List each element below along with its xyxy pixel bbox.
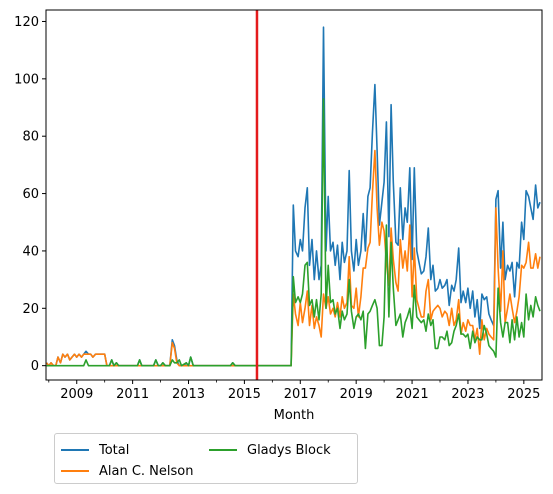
series-line-gladys-block [46,98,541,367]
x-tick-label: 2017 [284,387,317,402]
x-tick-label: 2019 [340,387,373,402]
y-axis-ticks: 0 20 40 60 80 100 120 [14,15,46,374]
y-tick-label: 100 [14,72,39,87]
x-tick-label: 2011 [116,387,149,402]
x-axis-ticks: 2009 2011 2013 2015 2017 2019 2021 2023 2025 [48,380,540,402]
y-tick-label: 0 [31,359,39,374]
legend-item-gladys-block: Gladys Block [209,441,331,459]
legend-label-total: Total [99,442,130,458]
x-tick-label: 2023 [451,387,484,402]
x-tick-label: 2013 [172,387,205,402]
legend-swatch-gladys-block [209,449,237,451]
legend-swatch-alan-c-nelson [61,470,89,472]
y-tick-label: 80 [22,130,39,145]
legend-swatch-total [61,449,89,451]
plot-frame [45,9,543,381]
legend-item-alan-c-nelson: Alan C. Nelson [61,462,194,480]
legend: Total Alan C. Nelson Gladys Block [54,433,358,484]
x-axis-label: Month [274,408,315,423]
legend-label-gladys-block: Gladys Block [247,442,331,458]
y-tick-label: 60 [22,187,39,202]
x-tick-label: 2009 [60,387,93,402]
legend-label-alan-c-nelson: Alan C. Nelson [99,463,194,479]
legend-item-total: Total [61,441,129,459]
y-tick-label: 20 [22,302,39,317]
x-tick-label: 2021 [396,387,429,402]
series-layer [45,26,541,367]
x-tick-label: 2015 [228,387,261,402]
x-tick-label: 2025 [507,387,540,402]
y-tick-label: 40 [22,244,39,259]
y-tick-label: 120 [14,15,39,30]
series-line-alan-c-nelson [45,149,541,367]
